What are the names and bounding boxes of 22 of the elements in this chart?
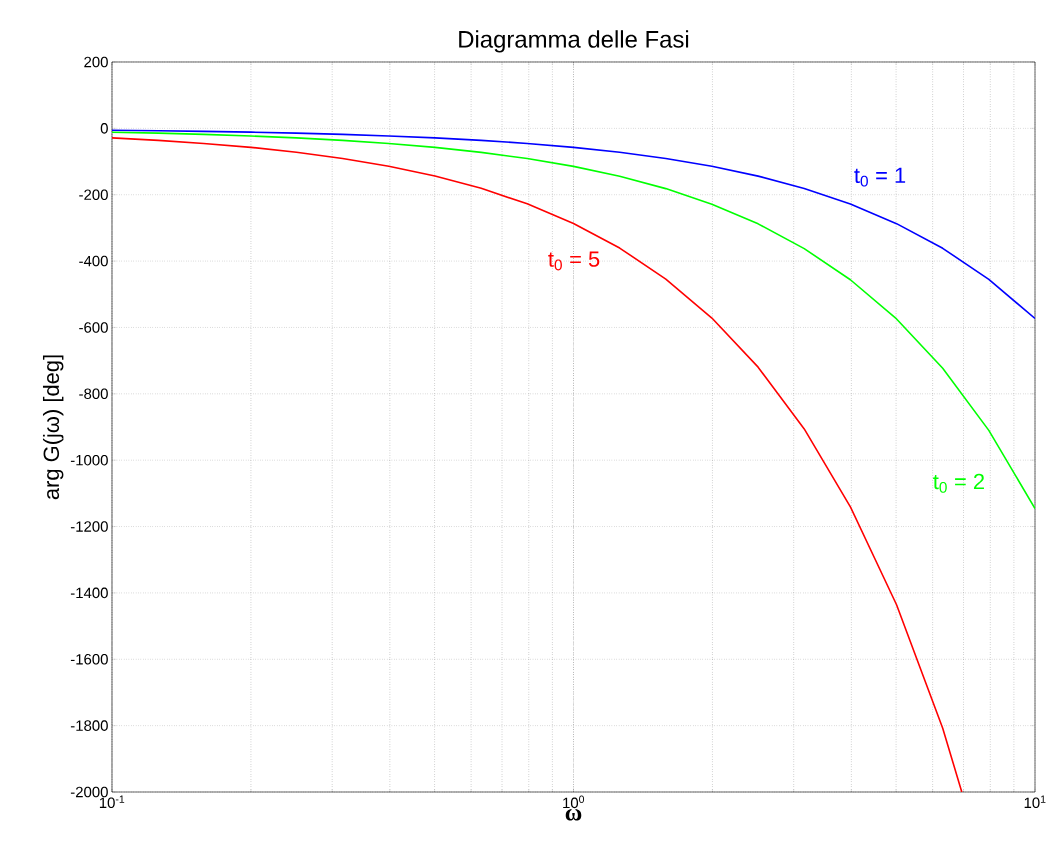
y-tick-label: 200 [84,56,108,68]
y-tick-label: -400 [79,255,108,267]
x-axis-title: ω [565,809,582,821]
y-axis-title: arg G(jω) [deg] [42,355,64,500]
y-tick-label: -1800 [70,720,108,731]
series-label: t$_{0}$ = 5 [548,251,600,271]
line-series [112,129,1036,320]
y-tick-label: -1000 [70,454,108,466]
x-tick-label: 10$^{1}$ [1024,795,1046,809]
line-series [112,131,1036,510]
series-label: t$_{0}$ = 1 [854,167,906,187]
x-tick-label: 10$^{0}$ [563,795,585,809]
y-tick-label: -2000 [70,786,108,798]
y-tick-label: 0 [100,123,108,134]
y-tick-label: -200 [79,189,108,201]
y-tick-label: -1200 [70,521,108,532]
y-tick-label: -1600 [70,653,108,665]
chart-title: Diagramma delle Fasi [459,30,689,53]
y-tick-label: -600 [79,322,108,333]
y-tick-label: -800 [79,388,108,400]
series-label: t$_{0}$ = 2 [933,473,984,493]
y-tick-label: -1400 [70,587,108,599]
